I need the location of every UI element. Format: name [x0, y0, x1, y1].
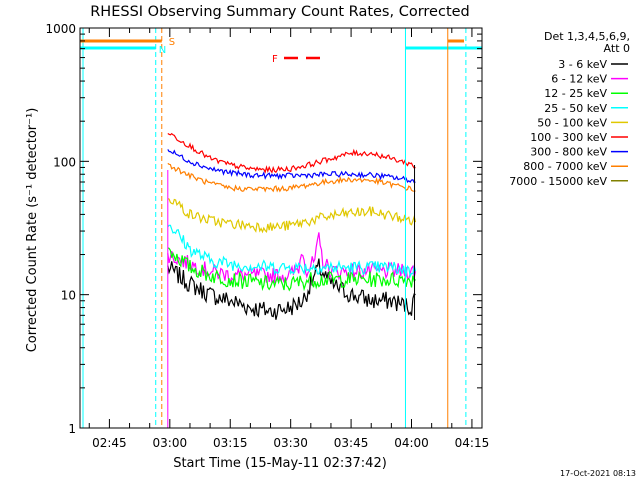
legend-label: 3 - 6 keV: [558, 58, 607, 71]
legend-label: 7000 - 15000 keV: [509, 175, 607, 188]
legend-label: 100 - 300 keV: [530, 131, 607, 144]
x-axis: 02:45 03:00 03:15 03:30 03:45 04:00 04:15: [88, 28, 490, 450]
y-tick-label: 1000: [45, 22, 76, 36]
y-tick-label: 100: [53, 155, 76, 169]
series-lines: [167, 132, 417, 320]
x-tick-label: 03:00: [153, 436, 188, 450]
saa-flag-label: S: [169, 37, 175, 48]
flag-markers: SN F: [80, 28, 482, 428]
x-tick-label: 03:15: [213, 436, 248, 450]
x-tick-label: 03:30: [273, 436, 308, 450]
legend-label: 800 - 7000 keV: [523, 160, 607, 173]
detector-header-line-1: Det 1,3,4,5,6,9,: [544, 30, 630, 43]
legend-label: 6 - 12 keV: [551, 73, 607, 86]
legend-label: 25 - 50 keV: [544, 102, 607, 115]
footer-timestamp: 17-Oct-2021 08:13: [560, 469, 636, 478]
x-tick-label: 03:45: [334, 436, 369, 450]
series-line-0: [167, 258, 416, 320]
legend-label: 12 - 25 keV: [544, 87, 607, 100]
x-tick-label: 04:00: [394, 436, 429, 450]
series-line-5: [167, 132, 416, 174]
detector-header-line-2: Att 0: [604, 42, 630, 55]
chart-title: RHESSI Observing Summary Count Rates, Co…: [90, 4, 470, 20]
y-tick-label: 1: [68, 422, 76, 436]
series-line-3: [167, 224, 417, 279]
series-line-7: [167, 162, 416, 193]
y-axis-label: Corrected Count Rate (s⁻¹ detector⁻¹): [25, 108, 40, 353]
x-tick-label: 02:45: [92, 436, 127, 450]
night-flag-label: N: [159, 45, 166, 56]
y-tick-label: 10: [61, 289, 76, 303]
plot-frame: [79, 27, 483, 429]
y-axis: 1 10 100 1000: [45, 22, 482, 436]
series-line-6: [167, 149, 416, 184]
series-line-4: [167, 198, 417, 234]
x-axis-label: Start Time (15-May-11 02:37:42): [173, 456, 387, 471]
flare-flag-label: F: [272, 54, 278, 65]
x-tick-label: 04:15: [455, 436, 490, 450]
series-line-2: [167, 247, 416, 292]
legend-label: 50 - 100 keV: [537, 116, 607, 129]
legend-label: 300 - 800 keV: [530, 146, 607, 159]
